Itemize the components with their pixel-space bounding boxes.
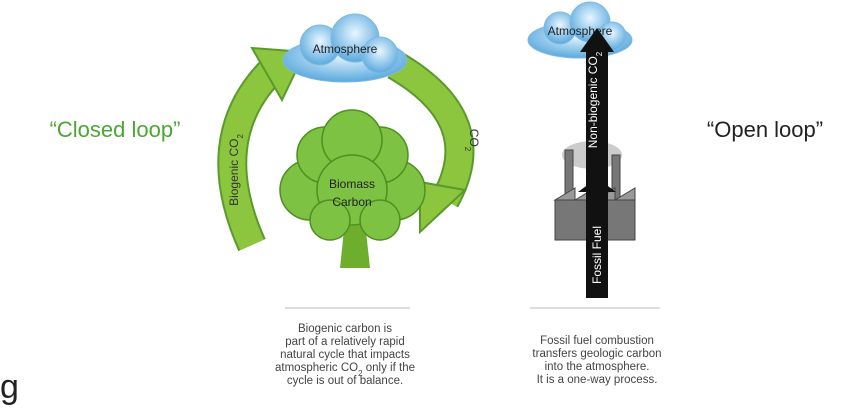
diagram: “Closed loop” Biogenic CO2 CO2 Atmospher… [0,0,856,411]
text: only if the [363,362,415,374]
caption-line: into the atmosphere. [545,361,650,373]
text: CO [467,129,481,147]
caption-line: cycle is out of balance. [287,375,403,387]
caption-line: Biogenic carbon is [298,323,392,335]
closed-loop-label: “Closed loop” [50,117,181,142]
caption-line: part of a relatively rapid [285,336,405,348]
tree-label: Biomass [329,177,375,191]
text: Non-biogenic CO [586,56,600,148]
text: atmospheric CO [275,362,358,374]
tree-label: Carbon [332,195,371,209]
text: Biogenic carbon is [298,323,392,335]
fossil-fuel-label: Fossil Fuel [590,226,604,284]
caption-line: transfers geologic carbon [532,348,661,360]
caption-line: It is a one-way process. [537,374,658,386]
text: cycle is out of balance. [287,375,403,387]
caption-line: natural cycle that impacts [280,349,410,361]
subscript: 2 [595,51,604,56]
caption-line: Fossil fuel combustion [540,335,654,347]
subscript: 2 [464,147,473,152]
text: natural cycle that impacts [280,349,410,361]
subscript: 2 [236,134,245,139]
text: part of a relatively rapid [285,336,405,348]
text: Biogenic CO [227,139,241,206]
open-loop-label: “Open loop” [707,117,823,142]
text-fragment: g [0,368,19,406]
cloud-label: Atmosphere [313,42,378,56]
cloud-label: Atmosphere [548,24,613,38]
